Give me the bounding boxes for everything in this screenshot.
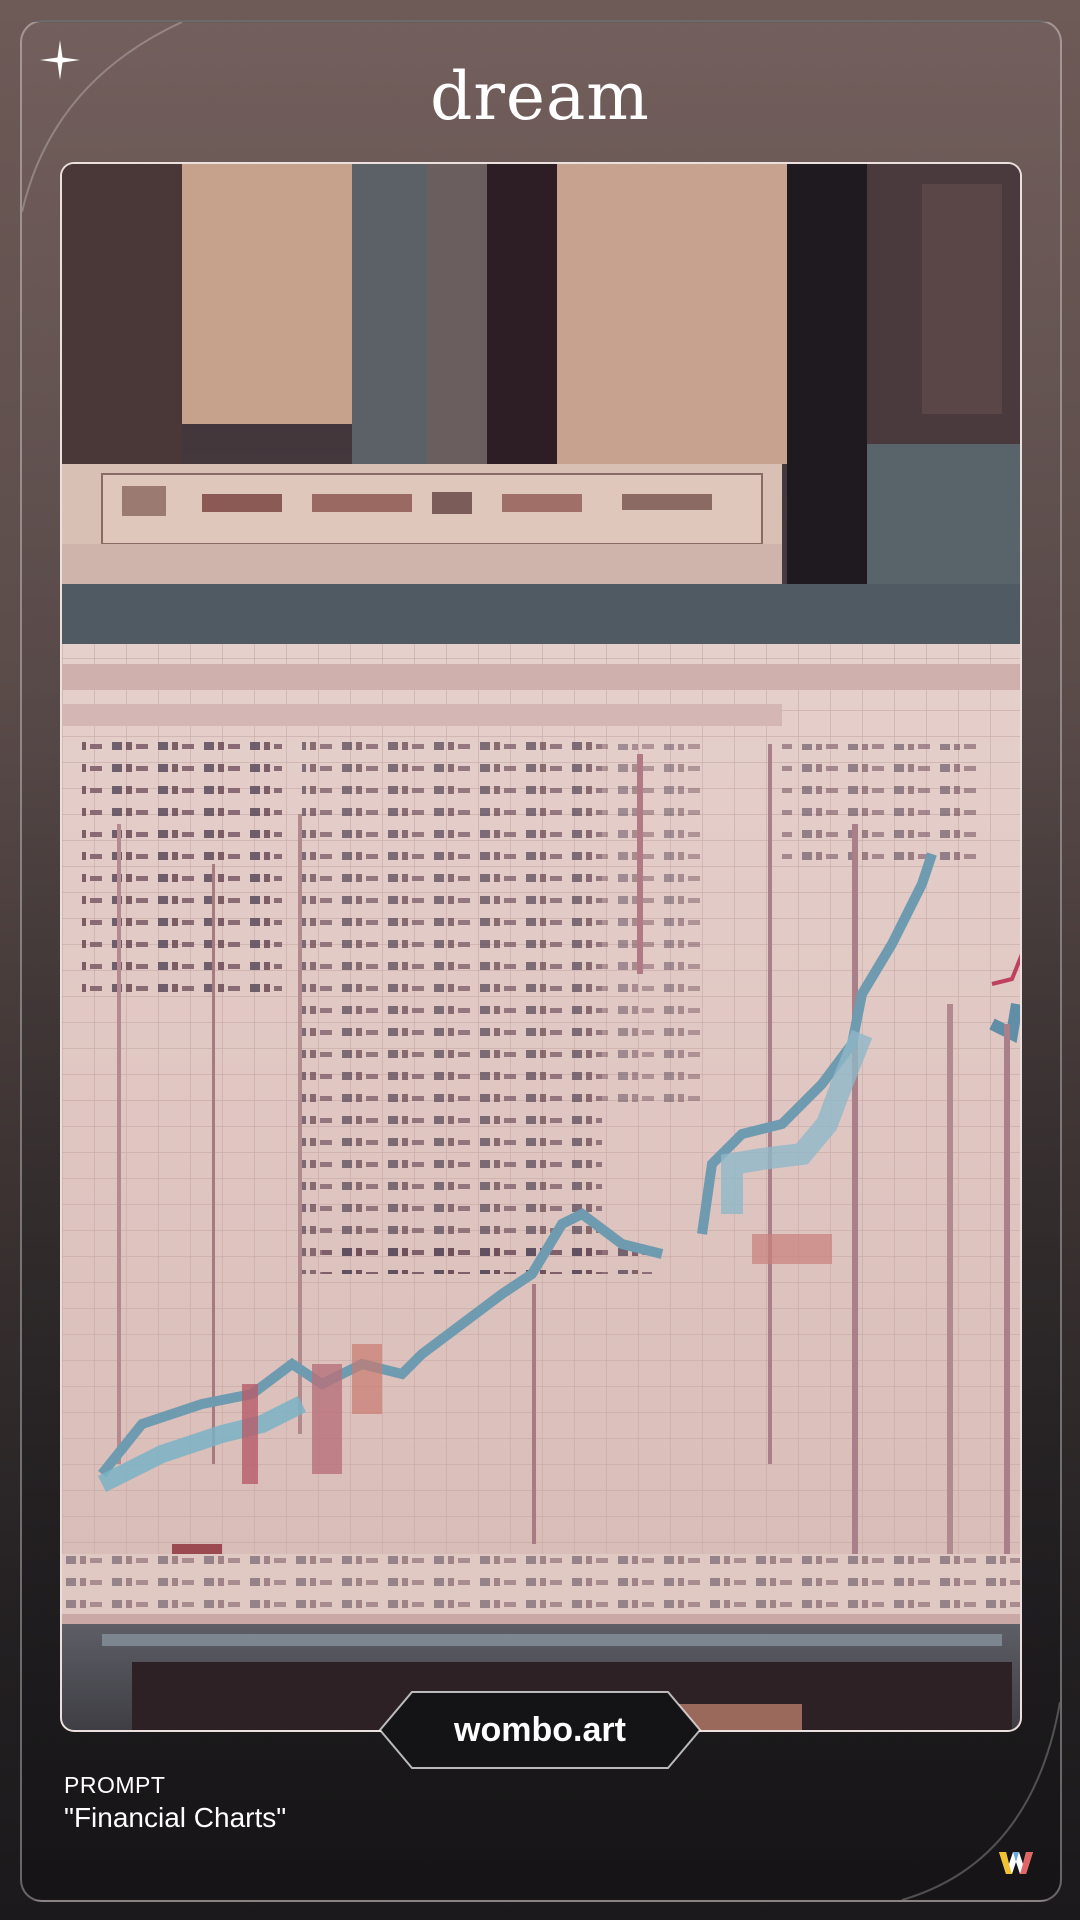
prompt-label: PROMPT xyxy=(64,1772,166,1798)
generated-artwork-image[interactable] xyxy=(60,162,1022,1732)
wombo-w-logo-icon xyxy=(999,1852,1033,1874)
wombo-art-badge[interactable]: wombo.art xyxy=(378,1690,702,1770)
sparkle-icon xyxy=(40,40,80,80)
badge-hexagon-shape xyxy=(378,1691,702,1769)
page-title: dream xyxy=(430,58,650,135)
badge-label: wombo.art xyxy=(454,1711,626,1749)
prompt-text: "Financial Charts" xyxy=(64,1802,287,1833)
